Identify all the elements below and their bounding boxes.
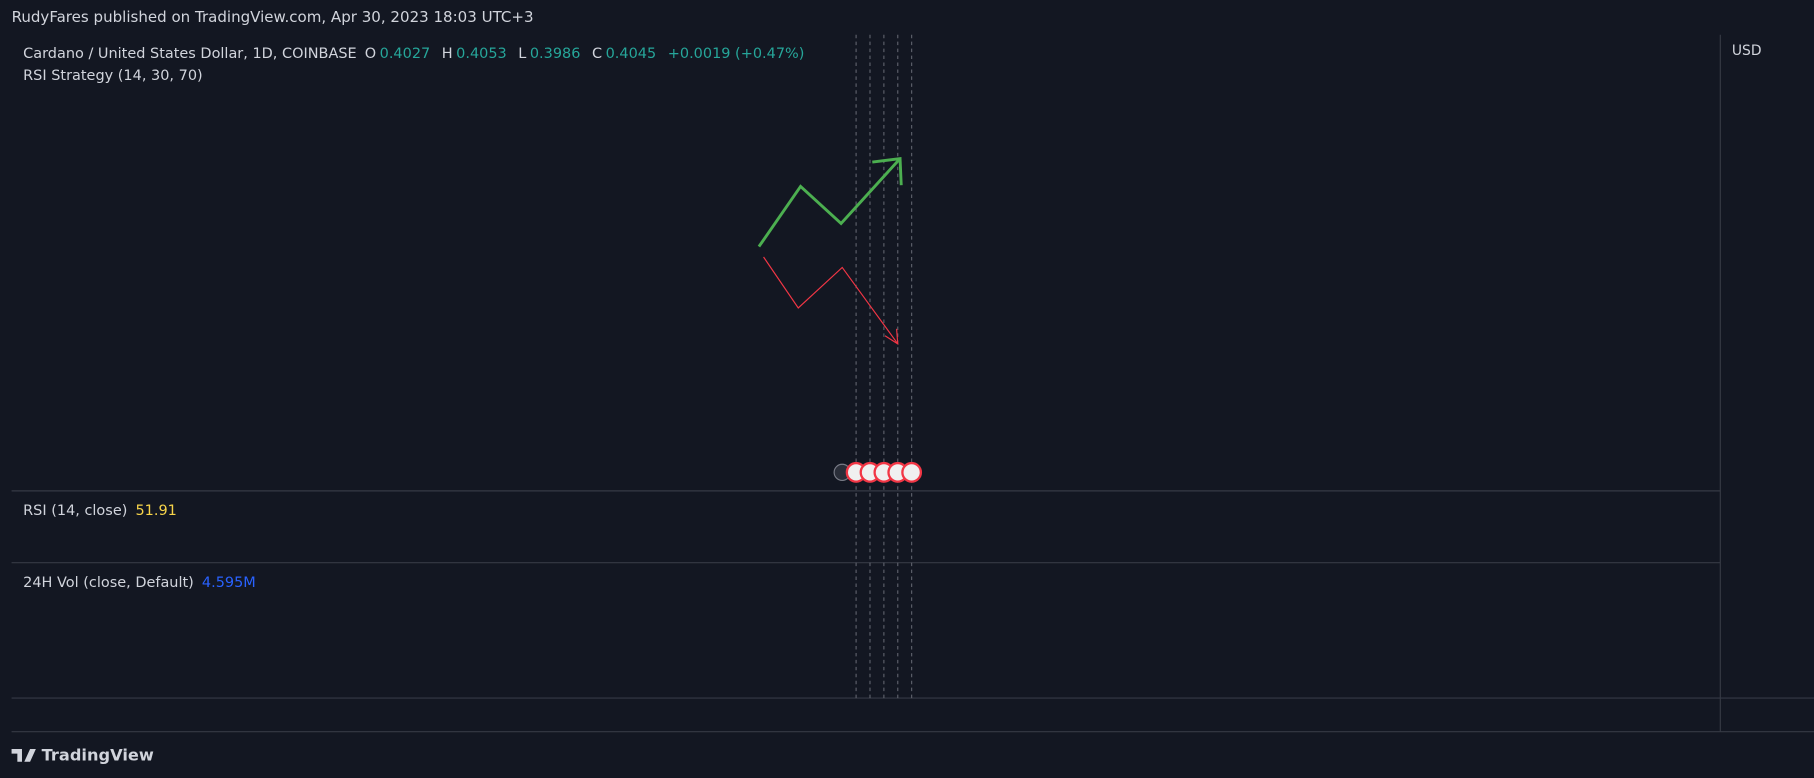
ohlc-label: H [441,43,453,62]
ohlc-value: 0.4053 [456,43,507,62]
green-arrow [757,157,902,248]
rsi-title: RSI (14, close) [23,501,128,519]
strategy-legend: RSI Strategy (14, 30, 70) [23,66,206,83]
volume-value: 4.595M [201,573,256,591]
ohlc-value: 0.4045 [605,43,657,62]
symbol-legend: Cardano / United States Dollar, 1D, COIN… [23,44,811,61]
event-flag [901,461,923,483]
event-flags [833,461,923,483]
footer-logo [11,749,36,762]
red-arrowhead [884,328,899,345]
green-arrowhead [872,156,903,186]
footer-brand: TradingView [41,746,154,766]
ohlc-value: 0.3986 [529,43,581,62]
price-axis-unit: USD [1732,43,1762,59]
ohlc-value: 0.4027 [379,43,431,62]
volume-title: 24H Vol (close, Default) [23,573,194,591]
price-change: +0.0019 (+0.47%) [667,43,805,62]
ohlc-label: C [592,43,603,62]
rsi-value: 51.91 [135,501,177,519]
volume-legend: 24H Vol (close, Default) 4.595M [23,573,259,590]
ohlc-label: L [518,43,527,62]
strategy-title: RSI Strategy (14, 30, 70) [23,65,203,84]
rsi-legend: RSI (14, close) 51.91 [23,501,180,518]
ohlc-label: O [364,43,377,62]
publish-header: RudyFares published on TradingView.com, … [11,9,534,27]
symbol-title: Cardano / United States Dollar, 1D, COIN… [23,43,357,62]
red-arrow [763,256,899,345]
